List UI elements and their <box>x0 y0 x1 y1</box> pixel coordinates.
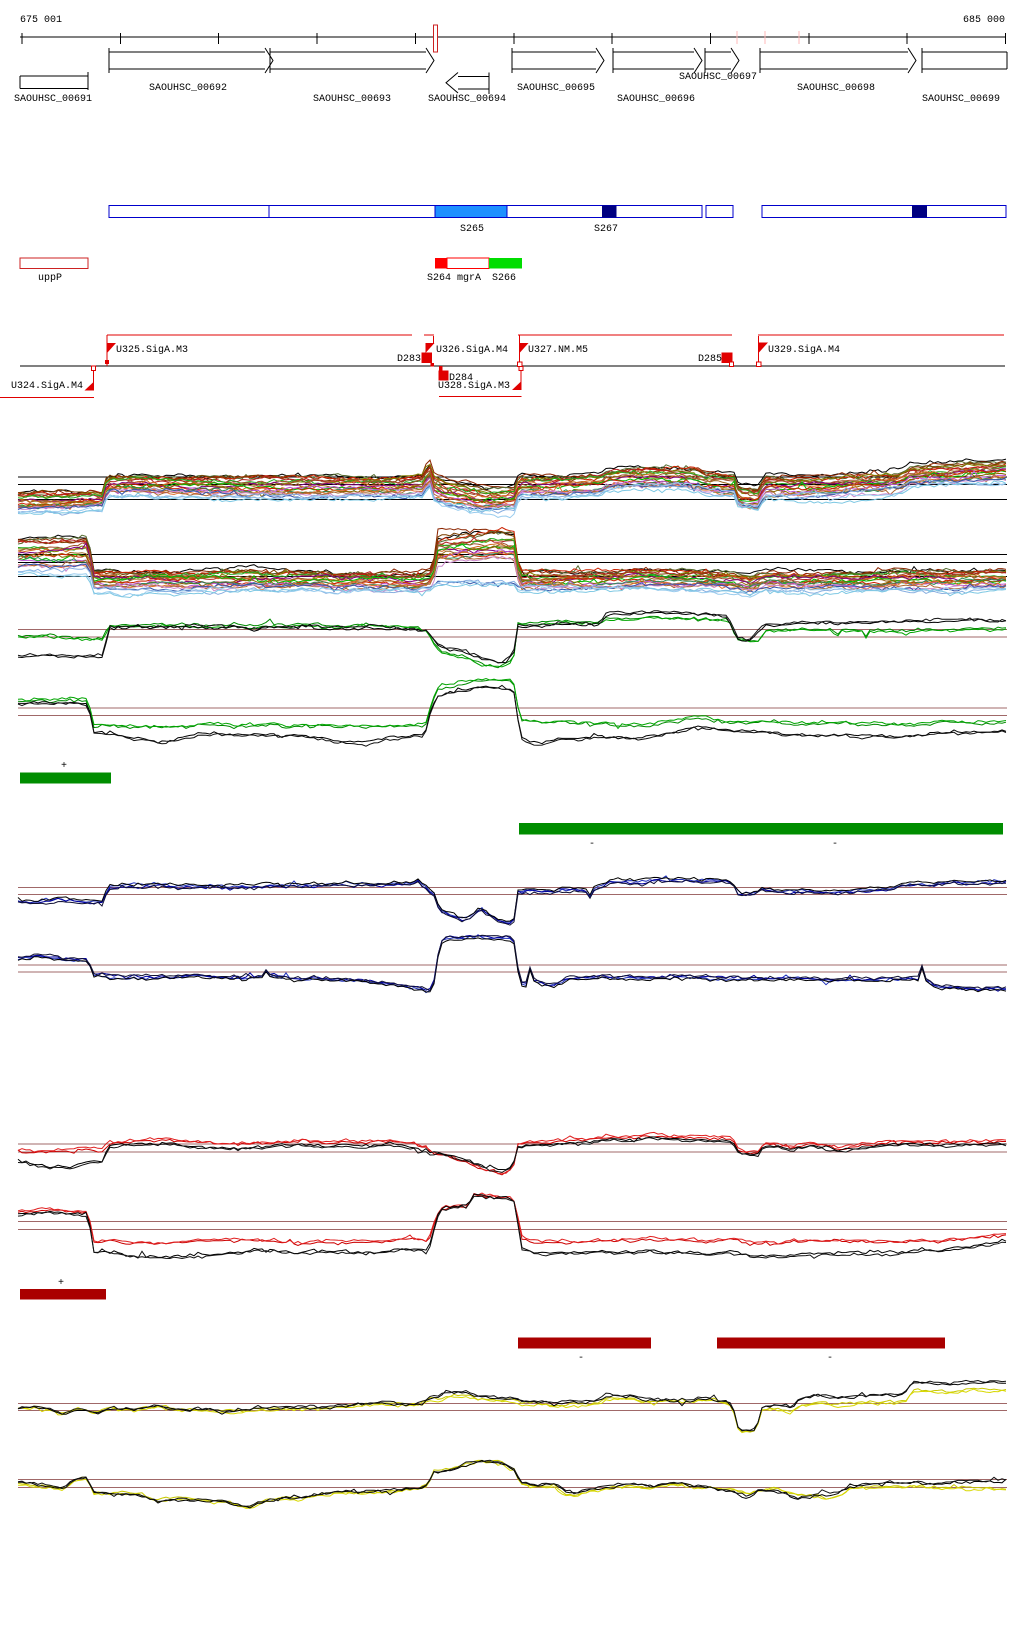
svg-text:U324.SigA.M4: U324.SigA.M4 <box>11 380 83 392</box>
svg-text:+: + <box>61 761 67 772</box>
svg-text:D283: D283 <box>397 354 421 365</box>
svg-text:SAOUHSC_00697: SAOUHSC_00697 <box>679 72 757 83</box>
svg-text:U329.SigA.M4: U329.SigA.M4 <box>768 344 840 356</box>
svg-text:D285: D285 <box>698 354 722 365</box>
svg-text:uppP: uppP <box>38 273 62 284</box>
svg-text:+: + <box>58 1278 64 1289</box>
svg-text:SAOUHSC_00695: SAOUHSC_00695 <box>517 83 595 94</box>
svg-text:D284: D284 <box>449 373 473 384</box>
svg-text:SAOUHSC_00692: SAOUHSC_00692 <box>149 83 227 94</box>
svg-text:U327.NM.M5: U327.NM.M5 <box>528 345 588 356</box>
svg-text:SAOUHSC_00694: SAOUHSC_00694 <box>428 94 506 105</box>
svg-text:SAOUHSC_00691: SAOUHSC_00691 <box>14 94 92 105</box>
svg-text:SAOUHSC_00699: SAOUHSC_00699 <box>922 94 1000 105</box>
svg-text:-: - <box>827 1353 833 1364</box>
svg-text:-: - <box>578 1353 584 1364</box>
svg-text:S265: S265 <box>460 224 484 235</box>
svg-text:U328.SigA.M3: U328.SigA.M3 <box>438 380 510 392</box>
svg-text:-: - <box>589 839 595 850</box>
svg-text:SAOUHSC_00696: SAOUHSC_00696 <box>617 94 695 105</box>
svg-text:SAOUHSC_00693: SAOUHSC_00693 <box>313 94 391 105</box>
svg-text:S266: S266 <box>492 273 516 284</box>
svg-text:U326.SigA.M4: U326.SigA.M4 <box>436 344 508 356</box>
svg-text:SAOUHSC_00698: SAOUHSC_00698 <box>797 83 875 94</box>
svg-text:-: - <box>832 839 838 850</box>
svg-text:U325.SigA.M3: U325.SigA.M3 <box>116 344 188 356</box>
svg-text:685 000: 685 000 <box>963 15 1005 26</box>
svg-text:S267: S267 <box>594 224 618 235</box>
svg-text:S264 mgrA: S264 mgrA <box>427 273 481 284</box>
svg-text:675 001: 675 001 <box>20 15 62 26</box>
